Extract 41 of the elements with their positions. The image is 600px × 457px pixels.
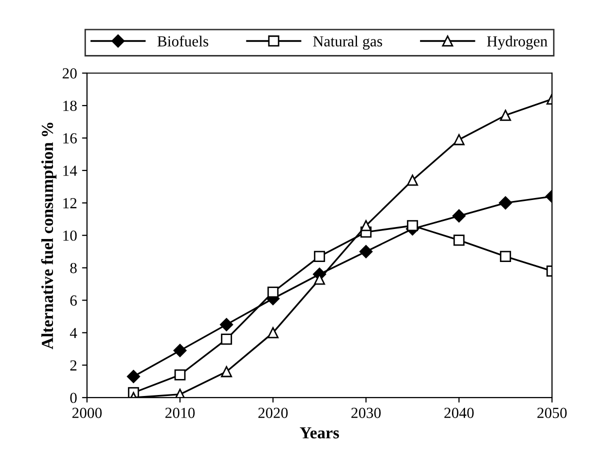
legend-label: Biofuels [157,36,208,46]
y-tick-label: 12 [63,198,76,208]
y-tick-label: 4 [70,328,78,338]
point [453,134,465,146]
x-tick-label: 2030 [351,408,381,418]
point [359,244,373,258]
point [220,318,234,332]
point [267,286,279,298]
x-tick-label: 2000 [72,408,102,418]
y-tick-label: 18 [63,100,77,112]
x-tick-label: 2040 [444,408,474,418]
point [220,366,232,378]
y-tick-label: 20 [62,68,77,79]
y-tick-label: 2 [70,360,76,370]
point [126,370,140,384]
y-tick-label: 8 [70,262,77,274]
y-tick-label: 10 [63,230,77,241]
point [500,110,512,121]
point [360,220,372,232]
point [267,327,279,338]
x-tick-label: 2020 [258,408,288,418]
y-tick-label: 16 [63,133,77,144]
point [453,234,465,246]
y-axis-title: Alternative fuel consumption % [41,122,56,350]
y-tick-label: 14 [63,166,78,176]
point [500,250,512,262]
point [173,344,187,358]
x-tick-label: 2010 [165,408,195,418]
legend-label: Natural gas [313,36,382,50]
point [406,174,418,186]
point [498,196,512,210]
point [452,209,466,222]
point [314,250,326,262]
legend-label: Hydrogen [487,36,548,50]
y-tick-label: 6 [70,295,77,306]
x-axis-title: Years [300,427,339,438]
y-tick-label: 0 [70,392,77,404]
point [174,369,186,380]
point [220,334,232,345]
x-tick-label: 2050 [537,408,567,418]
point [406,220,418,232]
